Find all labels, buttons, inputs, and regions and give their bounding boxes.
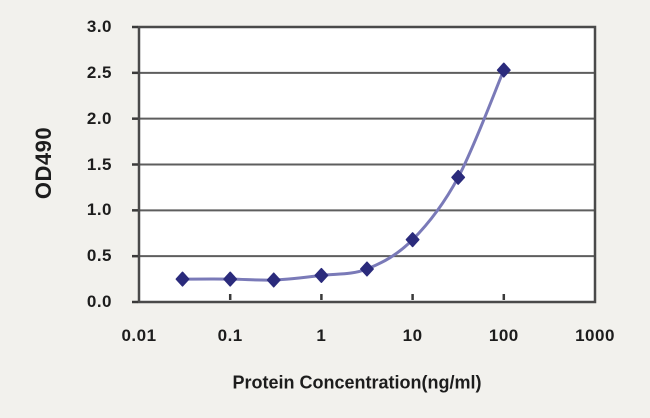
y-tick-label: 2.0	[86, 108, 112, 128]
y-tick-label: 2.5	[86, 62, 112, 82]
x-tick-label: 10	[402, 326, 423, 345]
y-tick-label: 0.0	[86, 292, 112, 311]
x-tick-label: 1000	[575, 326, 615, 345]
x-tick-label: 1	[316, 326, 327, 345]
plot-frame	[137, 25, 597, 304]
y-tick-label: 1.0	[86, 200, 112, 220]
data-point-marker	[175, 271, 190, 287]
y-tick-label: 1.5	[86, 154, 112, 174]
x-axis-title: Protein Concentration(ng/ml)	[232, 372, 482, 393]
x-tick-label: 0.01	[121, 326, 157, 345]
data-point-marker	[360, 261, 374, 277]
y-tick-label: 3.0	[86, 17, 112, 36]
data-point-marker	[314, 267, 329, 283]
data-point-marker	[496, 62, 511, 78]
data-point-marker	[266, 272, 281, 288]
data-point-marker	[405, 232, 420, 248]
data-point-marker	[451, 169, 466, 185]
y-tick-label: 0.5	[86, 246, 112, 266]
data-point-marker	[223, 271, 238, 287]
x-tick-label: 100	[488, 326, 519, 345]
x-tick-label: 0.1	[217, 326, 243, 345]
